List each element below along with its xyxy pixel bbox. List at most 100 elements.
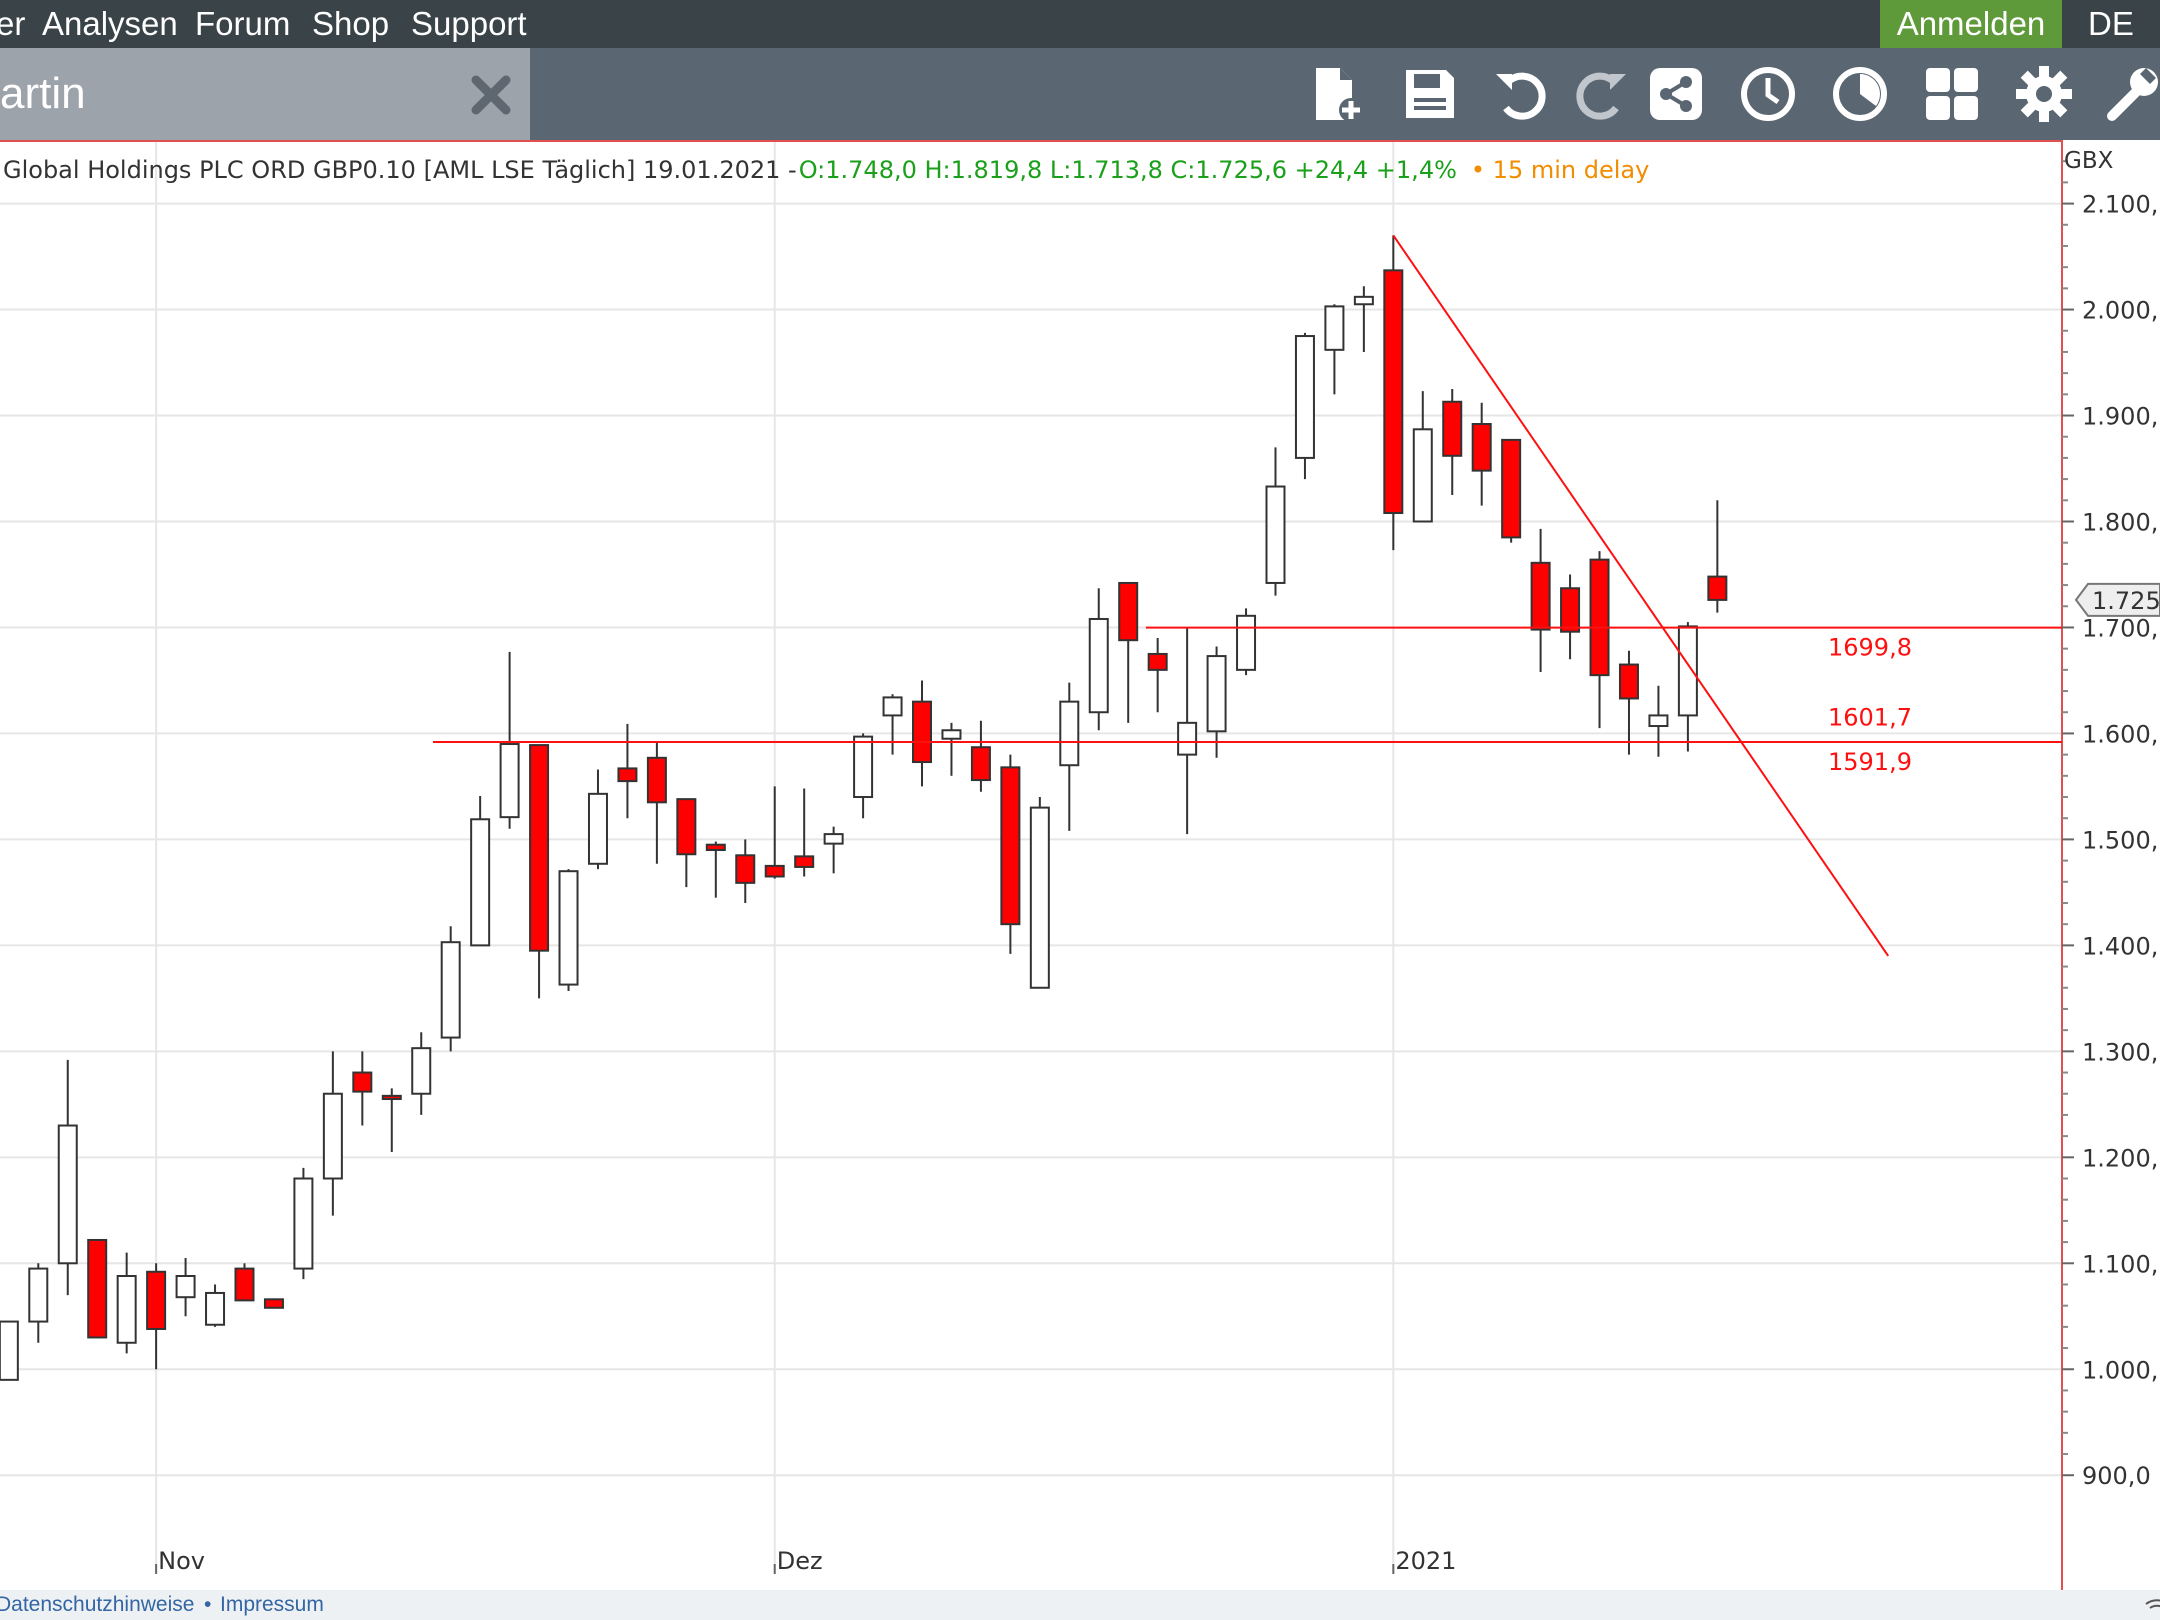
wifi-icon: [2145, 1599, 2160, 1609]
candle: [1059, 682, 1080, 831]
language-label: DE: [2088, 5, 2134, 42]
footer-separator: •: [204, 1593, 212, 1616]
candle-body-up: [1059, 700, 1080, 767]
candle: [116, 1252, 137, 1354]
candle-body-down: [529, 744, 550, 952]
candle-body-down: [1383, 269, 1404, 515]
time-tick-label: 2021: [1395, 1547, 1456, 1575]
candle: [470, 795, 491, 947]
candle-body-up: [470, 818, 491, 947]
candle: [1029, 797, 1050, 989]
candle-body-down: [1589, 558, 1610, 677]
candle-body-up: [823, 833, 844, 845]
new-file-icon[interactable]: [1306, 64, 1366, 124]
candle: [823, 826, 844, 874]
candle: [146, 1263, 167, 1370]
candle: [234, 1263, 255, 1302]
candle-body-up: [941, 729, 962, 740]
time-tick-label: Nov: [158, 1547, 205, 1575]
candle-body-down: [646, 756, 667, 804]
candle: [1589, 551, 1610, 729]
imprint-link[interactable]: Impressum: [220, 1593, 324, 1616]
price-tick-label: 900,0: [2082, 1462, 2151, 1490]
candle: [352, 1051, 373, 1126]
time-tick-label: Dez: [777, 1547, 823, 1575]
close-icon[interactable]: [468, 72, 514, 118]
share-icon[interactable]: [1646, 64, 1706, 124]
candle-body-down: [1530, 561, 1551, 631]
candle: [28, 1263, 49, 1343]
nav-item-analysen[interactable]: Analysen: [42, 5, 178, 42]
tab-title: artin: [0, 69, 86, 118]
trend-line[interactable]: [1392, 234, 1890, 957]
price-tick-label: 1.700,: [2082, 614, 2158, 642]
grid-icon[interactable]: [1922, 64, 1982, 124]
candle-body-up: [116, 1275, 137, 1344]
nav-item-partial[interactable]: er: [0, 5, 26, 42]
candle: [293, 1167, 314, 1280]
current-price-label: 1.725,: [2092, 587, 2160, 615]
chart-header-ohlc: O:1.748,0 H:1.819,8 L:1.713,8 C:1.725,6 …: [799, 156, 1457, 184]
candle-body-up: [1412, 428, 1433, 523]
nav-item-support[interactable]: Support: [411, 5, 527, 42]
candle-body-up: [587, 792, 608, 865]
chart-tab[interactable]: artin: [0, 48, 530, 140]
candle-body-up: [558, 870, 579, 986]
candle: [1088, 588, 1109, 731]
candle-body-up: [1029, 806, 1050, 989]
candle: [87, 1238, 108, 1339]
currency-label: GBX: [2064, 148, 2114, 174]
candle-body-up: [1177, 721, 1198, 756]
privacy-link[interactable]: Datenschutzhinweise: [0, 1593, 195, 1616]
candle: [1236, 608, 1257, 676]
candle: [1353, 286, 1374, 352]
save-icon[interactable]: [1400, 64, 1460, 124]
candle: [1471, 402, 1492, 506]
candle-body-down: [1118, 581, 1139, 642]
login-button[interactable]: Anmelden: [1880, 0, 2062, 48]
clock-icon[interactable]: [1738, 64, 1798, 124]
candle: [1501, 438, 1522, 543]
candle-body-down: [1147, 652, 1168, 671]
candle: [1294, 332, 1315, 480]
candle-body-down: [1560, 587, 1581, 633]
nav-item-shop[interactable]: Shop: [312, 5, 390, 42]
candle-body-up: [1265, 485, 1286, 584]
candle: [499, 651, 520, 829]
wrench-icon[interactable]: [2100, 64, 2160, 124]
candle: [57, 1059, 78, 1296]
redo-icon[interactable]: [1570, 64, 1630, 124]
timer-icon[interactable]: [1830, 64, 1890, 124]
price-chart[interactable]: 1699,8 1591,9 1601,7 900,0 1.000, 1.100, 1.20…: [0, 140, 2160, 1590]
candle: [1648, 685, 1669, 757]
current-price-marker: [2074, 582, 2160, 617]
candle: [676, 798, 697, 888]
candle-body-up: [1324, 305, 1345, 351]
language-selector[interactable]: DE: [2088, 0, 2160, 80]
candle-body-up: [28, 1267, 49, 1323]
candle: [853, 733, 874, 819]
price-tick-label: 1.300,: [2082, 1038, 2158, 1066]
candle-body-up: [205, 1291, 226, 1326]
candle-body-down: [735, 854, 756, 884]
candle-body-up: [1648, 714, 1669, 728]
candle-body-down: [1442, 400, 1463, 457]
candle: [1118, 581, 1139, 723]
undo-icon[interactable]: [1492, 64, 1552, 124]
price-tick-label: 1.000,: [2082, 1356, 2158, 1384]
candle-body-up: [293, 1177, 314, 1270]
horizontal-line-label: 1699,8: [1828, 634, 1912, 662]
nav-item-forum[interactable]: Forum: [195, 5, 291, 42]
time-axis: Nov Dez 2021: [155, 1547, 1456, 1575]
candle: [882, 694, 903, 755]
gear-icon[interactable]: [2014, 64, 2074, 124]
candle: [205, 1284, 226, 1327]
candle-body-down: [146, 1270, 167, 1330]
candle-body-up: [1353, 295, 1374, 306]
candle-body-up: [57, 1124, 78, 1265]
candle-body-down: [912, 700, 933, 764]
candle: [529, 744, 550, 999]
drawing-layer: 1699,8 1591,9 1601,7: [433, 234, 2062, 957]
candle: [1000, 754, 1021, 954]
candle: [1560, 574, 1581, 660]
